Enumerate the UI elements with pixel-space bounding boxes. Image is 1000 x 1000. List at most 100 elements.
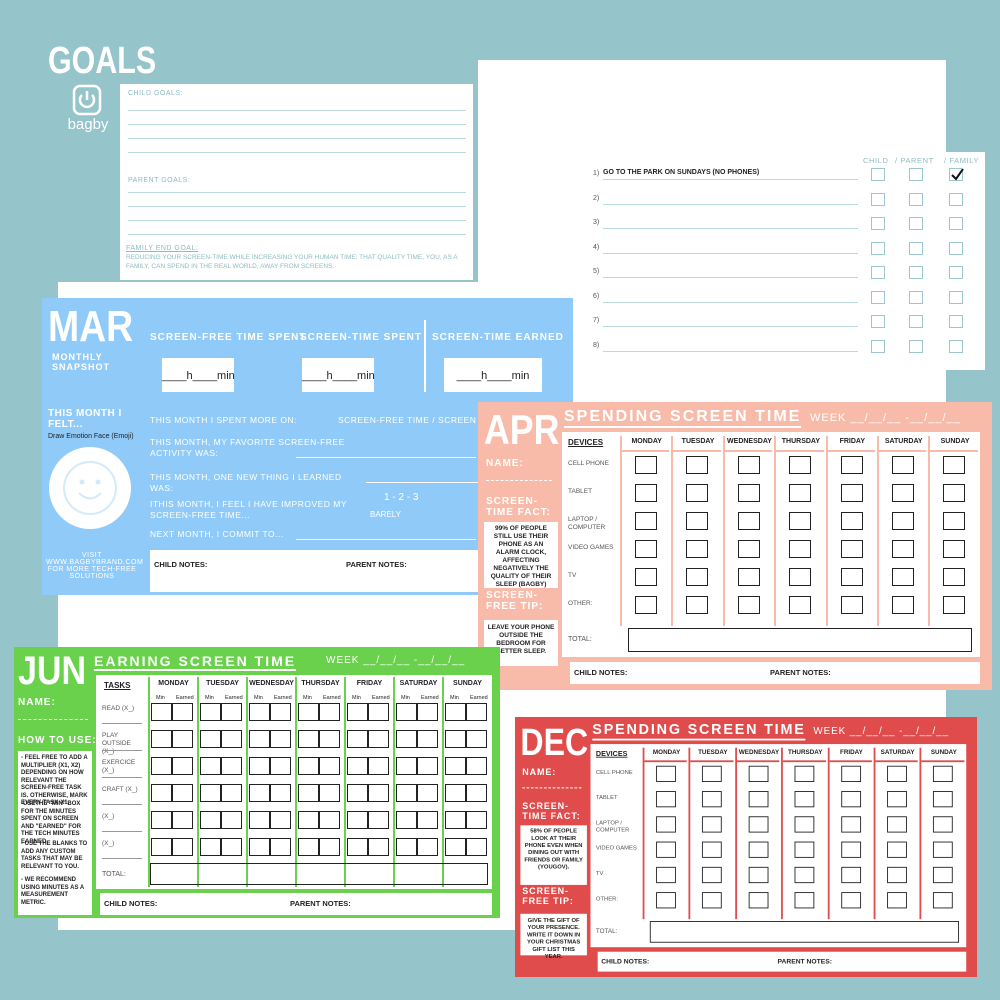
sub-header: Earned [323,695,341,701]
entry-box [466,730,487,748]
device-label: TABLET [595,794,618,801]
header-rule [921,760,965,763]
sub-header: Min [156,695,165,701]
column-line [671,436,674,626]
entry-box [319,811,340,829]
checkbox [871,266,885,279]
checkbox [737,456,760,474]
write-line [603,326,858,327]
dash-line [486,480,552,481]
entry-box [249,811,270,829]
entry-box [200,703,221,721]
checkbox [789,540,812,558]
header-rule [644,760,688,763]
entry-box [445,703,466,721]
column-header: SCREEN-TIME SPENT [300,332,423,343]
sub-header: Earned [274,695,292,701]
activities-card: CHILD / PARENT / FAMILY 1) 2) 3) 4) 5) 6) 7) 8) GO … [587,152,985,370]
checkbox [794,791,815,808]
entry-box [417,730,438,748]
entry-box [172,838,193,856]
entry-box [368,811,389,829]
tip-text: LEAVE YOUR PHONE OUTSIDE THE BEDROOM FOR… [487,624,555,655]
header-rule [783,760,826,763]
sub-header: Min [303,695,312,701]
entry-box [298,703,319,721]
checkbox [943,512,966,530]
dash-line [18,719,88,720]
notes-panel: CHILD NOTES: PARENT NOTES: [150,550,480,592]
checkbox [949,192,963,206]
logo-icon [536,154,566,186]
entry-box [249,703,270,721]
entry-box [347,811,368,829]
day-header: MONDAY [158,680,189,687]
entry-box [347,784,368,802]
checkbox [748,765,769,782]
sub-header: Min [352,695,361,701]
device-label: TV [595,870,604,877]
bagby-logo: bagby [524,154,580,206]
entry-box [298,730,319,748]
entry-box [368,784,389,802]
checkbox [635,540,657,558]
device-label: LAPTOP / COMPUTER [568,516,606,531]
notes-label: CHILD NOTES: [154,560,208,569]
entry-box [172,757,193,775]
scale: 1 - 2 - 3 [384,492,419,503]
felt: THIS MONTH I FELT... [48,408,122,430]
entry-box [151,838,172,856]
checkbox [892,484,914,502]
device-label: TABLET [568,488,593,495]
checkbox [871,168,885,181]
entry-box [270,730,291,748]
row-number: 6) [593,292,600,300]
checkbox [789,596,812,614]
entry-box [221,703,242,721]
header-rule [776,450,824,452]
dash-line [522,787,582,789]
checkbox [702,765,723,782]
checkbox [656,866,676,884]
sub-header: Earned [372,695,390,701]
checkbox [789,568,812,586]
checkbox [949,339,963,353]
devices-header: DEVICES [595,749,628,758]
write-line [128,110,466,111]
sub-header: Min [205,695,214,701]
checkbox [887,765,907,782]
header-rule [875,760,919,763]
prompt: THIS MONTH I SPENT MORE ON: [150,415,297,425]
write-line [128,124,466,125]
notes-label: CHILD NOTES: [104,899,158,908]
notes-label: CHILD NOTES: [601,957,650,966]
total-box [649,921,960,943]
sub-header: Min [401,695,410,701]
divider [424,320,426,392]
checkbox [909,266,923,279]
tasks-header: TASKS [104,681,131,690]
devices-header: DEVICES [568,438,604,447]
column-line [774,436,777,626]
write-line [128,138,466,139]
device-label: VIDEO GAMES [568,544,614,551]
write-line [603,203,858,205]
checkbox [887,866,907,884]
subtitle: MONTHLY SNAPSHOT [52,352,111,372]
tip-box: GIVE THE GIFT OF YOUR PRESENCE. WRITE IT… [520,913,587,960]
checkbox [737,484,760,502]
task-label: (X_) [102,813,115,820]
write-line [128,220,466,221]
entry-box [172,784,193,802]
checkbox [635,568,657,586]
checkbox [656,892,676,909]
checkbox [887,816,907,833]
day-header: FRIDAY [839,438,865,445]
checkbox [702,791,723,808]
checkbox [840,816,861,833]
column-line [442,677,444,887]
entry-box [298,811,319,829]
smiley [49,447,131,529]
activity: GO TO THE PARK ON SUNDAYS (NO PHONES) [603,169,760,176]
month: APR [484,406,560,453]
